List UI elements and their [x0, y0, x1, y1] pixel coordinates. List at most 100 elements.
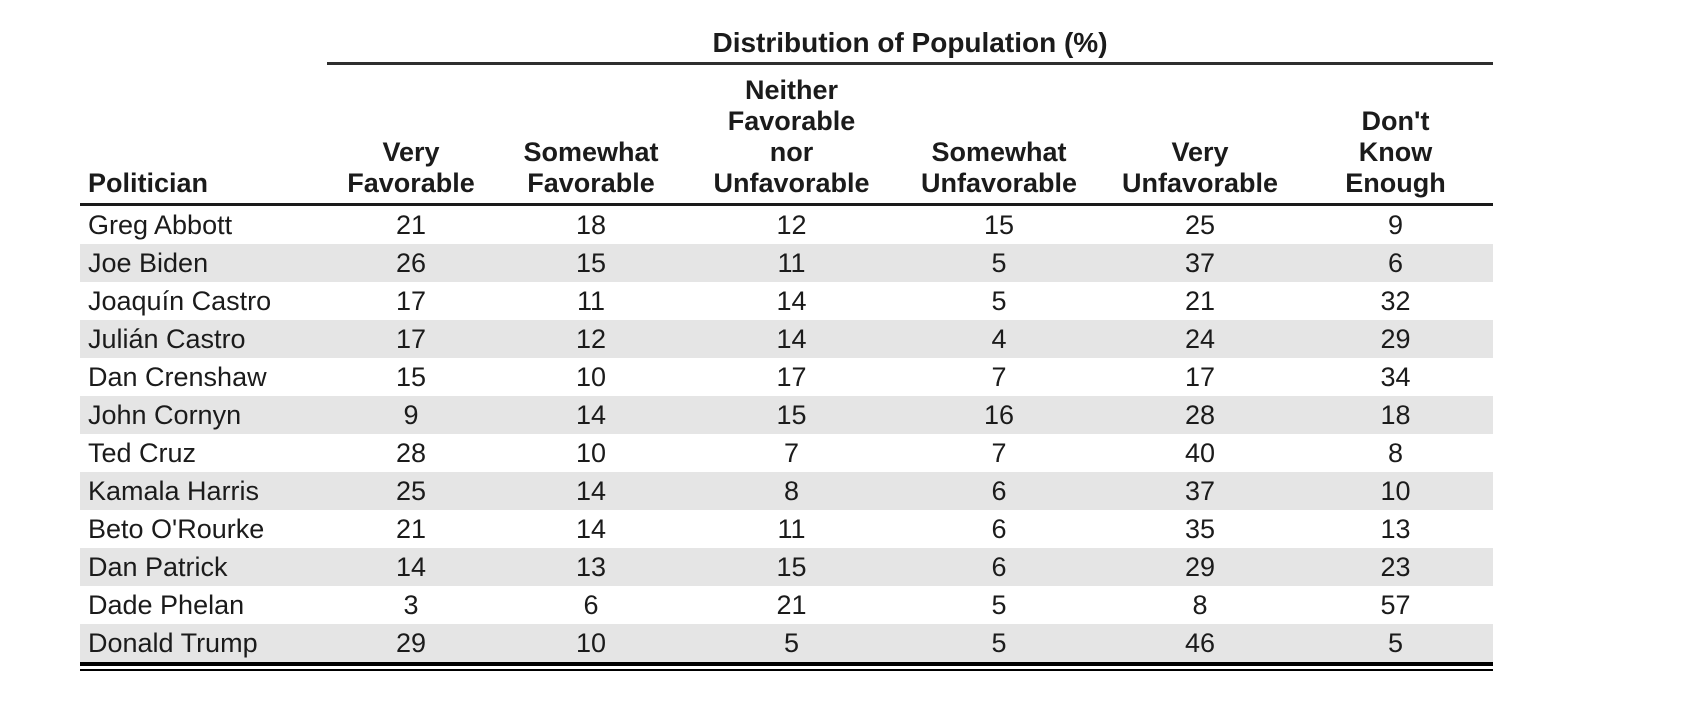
- value-cell: 21: [395, 210, 427, 240]
- politician-cell: Donald Trump: [88, 628, 258, 658]
- value-cell: 35: [1184, 514, 1216, 544]
- table-row: Kamala Harris 25 14 8 6 37 10: [80, 472, 1493, 510]
- favorability-table-container: Distribution of Population (%) Politicia…: [80, 26, 1493, 671]
- table-row: Dade Phelan 3 6 21 5 8 57: [80, 586, 1493, 624]
- table-row: Julián Castro 17 12 14 4 24 29: [80, 320, 1493, 358]
- value-cell: 8: [1192, 590, 1208, 620]
- politician-cell: Dade Phelan: [88, 590, 245, 620]
- column-header-very-favorable: Very Favorable: [327, 63, 495, 206]
- column-header-neither-favorable-nor-unfavorable: Neither Favorable nor Unfavorable: [687, 63, 896, 206]
- value-cell: 4: [991, 324, 1007, 354]
- value-cell: 13: [575, 552, 607, 582]
- value-cell: 21: [1184, 286, 1216, 316]
- politician-cell: Joaquín Castro: [88, 286, 272, 316]
- value-cell: 10: [575, 438, 607, 468]
- table-row: Ted Cruz 28 10 7 7 40 8: [80, 434, 1493, 472]
- politician-cell: Beto O'Rourke: [88, 514, 265, 544]
- value-cell: 12: [776, 210, 807, 240]
- value-cell: 12: [575, 324, 607, 354]
- column-header-dont-know-enough: Don't Know Enough: [1298, 63, 1493, 206]
- value-cell: 17: [395, 324, 427, 354]
- table-row: Dan Patrick 14 13 15 6 29 23: [80, 548, 1493, 586]
- value-cell: 17: [1184, 362, 1216, 392]
- value-cell: 29: [1184, 552, 1216, 582]
- value-cell: 21: [776, 590, 807, 620]
- table-row: Joaquín Castro 17 11 14 5 21 32: [80, 282, 1493, 320]
- value-cell: 16: [983, 400, 1015, 430]
- value-cell: 10: [575, 362, 607, 392]
- politician-cell: Joe Biden: [88, 248, 209, 278]
- value-cell: 24: [1184, 324, 1216, 354]
- value-cell: 46: [1184, 628, 1216, 658]
- value-cell: 6: [1387, 248, 1404, 278]
- value-cell: 7: [783, 438, 800, 468]
- value-cell: 7: [991, 438, 1007, 468]
- politician-cell: Dan Patrick: [88, 552, 228, 582]
- column-header-somewhat-unfavorable: Somewhat Unfavorable: [896, 63, 1102, 206]
- politician-cell: Greg Abbott: [88, 210, 233, 240]
- value-cell: 3: [403, 590, 419, 620]
- politician-cell: John Cornyn: [88, 400, 242, 430]
- value-cell: 5: [783, 628, 800, 658]
- table-row: Joe Biden 26 15 11 5 37 6: [80, 244, 1493, 282]
- value-cell: 15: [776, 400, 807, 430]
- value-cell: 17: [776, 362, 807, 392]
- value-cell: 8: [1387, 438, 1404, 468]
- value-cell: 5: [991, 248, 1007, 278]
- column-header-row: Politician Very Favorable Somewhat Favor…: [80, 63, 1493, 206]
- table-title: Distribution of Population (%): [327, 26, 1493, 65]
- value-cell: 14: [776, 286, 807, 316]
- value-cell: 28: [395, 438, 427, 468]
- table-row: Donald Trump 29 10 5 5 46 5: [80, 624, 1493, 662]
- value-cell: 15: [776, 552, 807, 582]
- favorability-table: Distribution of Population (%) Politicia…: [80, 26, 1493, 662]
- table-row: Greg Abbott 21 18 12 15 25 9: [80, 205, 1493, 245]
- table-row: Dan Crenshaw 15 10 17 7 17 34: [80, 358, 1493, 396]
- politician-cell: Ted Cruz: [88, 438, 197, 468]
- value-cell: 40: [1184, 438, 1216, 468]
- table-bottom-rule: [80, 662, 1493, 671]
- value-cell: 9: [403, 400, 419, 430]
- value-cell: 5: [991, 590, 1007, 620]
- value-cell: 23: [1380, 552, 1411, 582]
- value-cell: 6: [583, 590, 599, 620]
- value-cell: 6: [991, 476, 1007, 506]
- value-cell: 7: [991, 362, 1007, 392]
- politician-cell: Kamala Harris: [88, 476, 260, 506]
- value-cell: 29: [1380, 324, 1411, 354]
- table-row: John Cornyn 9 14 15 16 28 18: [80, 396, 1493, 434]
- value-cell: 15: [395, 362, 427, 392]
- value-cell: 18: [1380, 400, 1411, 430]
- value-cell: 25: [1184, 210, 1216, 240]
- value-cell: 57: [1380, 590, 1411, 620]
- value-cell: 6: [991, 514, 1007, 544]
- value-cell: 13: [1380, 514, 1411, 544]
- value-cell: 18: [575, 210, 607, 240]
- column-header-somewhat-favorable: Somewhat Favorable: [495, 63, 687, 206]
- value-cell: 15: [575, 248, 607, 278]
- column-header-very-unfavorable: Very Unfavorable: [1102, 63, 1298, 206]
- value-cell: 32: [1380, 286, 1411, 316]
- value-cell: 25: [395, 476, 427, 506]
- value-cell: 6: [991, 552, 1007, 582]
- value-cell: 5: [1387, 628, 1404, 658]
- value-cell: 10: [1380, 476, 1411, 506]
- value-cell: 17: [395, 286, 427, 316]
- value-cell: 34: [1380, 362, 1411, 392]
- value-cell: 11: [777, 514, 806, 544]
- value-cell: 10: [575, 628, 607, 658]
- value-cell: 29: [395, 628, 427, 658]
- value-cell: 14: [395, 552, 427, 582]
- column-header-politician: Politician: [80, 63, 327, 206]
- value-cell: 15: [983, 210, 1015, 240]
- value-cell: 14: [575, 476, 607, 506]
- value-cell: 14: [575, 400, 607, 430]
- politician-cell: Dan Crenshaw: [88, 362, 267, 392]
- table-row: Beto O'Rourke 21 14 11 6 35 13: [80, 510, 1493, 548]
- value-cell: 14: [575, 514, 607, 544]
- value-cell: 5: [991, 286, 1007, 316]
- value-cell: 8: [783, 476, 800, 506]
- value-cell: 11: [576, 286, 606, 316]
- spanner-row: Distribution of Population (%): [80, 26, 1493, 65]
- spanner-spacer: [80, 26, 327, 64]
